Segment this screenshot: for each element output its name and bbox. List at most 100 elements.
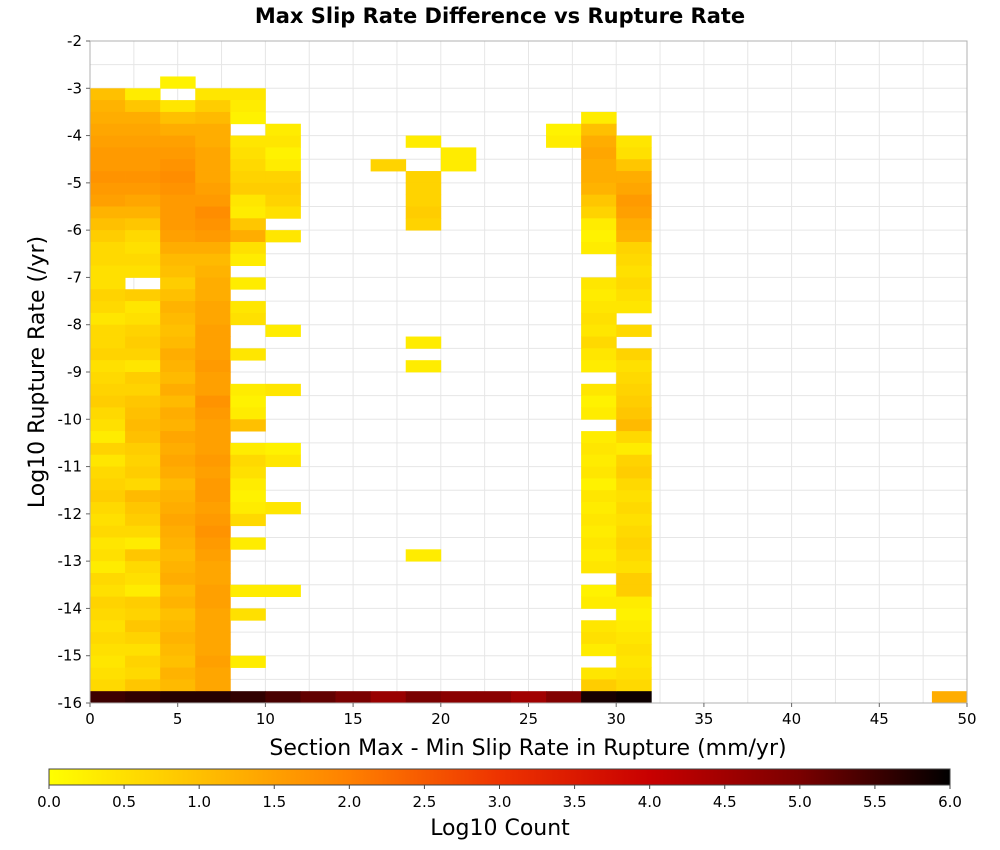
heatmap-cell [581, 478, 617, 491]
heatmap-cell [265, 691, 301, 704]
y-tick-label: -10 [58, 410, 83, 428]
heatmap-cell [90, 206, 126, 219]
heatmap-cell [160, 372, 196, 385]
heatmap-cell [195, 312, 231, 326]
heatmap-cell [581, 218, 617, 231]
heatmap-cell [90, 100, 126, 113]
heatmap-cell [581, 147, 617, 160]
heatmap-cell [616, 667, 652, 680]
heatmap-cell [160, 419, 196, 432]
heatmap-cell [265, 324, 301, 337]
heatmap-cell [230, 490, 266, 503]
heatmap-cell [90, 655, 126, 668]
heatmap-cell [616, 147, 652, 160]
heatmap-cell [90, 182, 126, 196]
heatmap-cell [616, 431, 652, 444]
heatmap-cell [195, 431, 231, 444]
heatmap-cell [581, 584, 617, 598]
heatmap-cell [160, 289, 196, 302]
heatmap-cell [125, 194, 161, 207]
heatmap-cell [230, 171, 266, 184]
y-axis-ticks: -2 -3 -4 -5 -6 -7 -8 -9 -10 -11 -12 -13 -14 -15 -16 [58, 32, 90, 712]
heatmap-cell [581, 537, 617, 550]
colorbar-tick-label: 3.5 [563, 793, 587, 811]
colorbar-tick-label: 5.0 [788, 793, 812, 811]
heatmap-cell [195, 632, 231, 645]
heatmap-cell [160, 395, 196, 408]
heatmap-cell [581, 549, 617, 562]
heatmap-cell [616, 679, 652, 692]
heatmap-cell [616, 383, 652, 397]
x-axis-title: Section Max - Min Slip Rate in Rupture (… [269, 736, 786, 761]
heatmap-cell [160, 490, 196, 503]
heatmap-cell [90, 360, 126, 373]
heatmap-cell [90, 336, 126, 349]
colorbar-tick-label: 3.0 [488, 793, 512, 811]
colorbar-tick-label: 0.5 [112, 793, 136, 811]
heatmap-cell [405, 691, 442, 704]
x-tick-label: 15 [344, 710, 363, 728]
heatmap-cell [195, 679, 231, 692]
heatmap-cell [405, 549, 442, 562]
heatmap-cell [581, 643, 617, 657]
heatmap-cell [265, 171, 301, 184]
heatmap-cell [125, 360, 161, 373]
heatmap-cell [90, 513, 126, 527]
heatmap-cell [581, 182, 617, 196]
heatmap-cell [616, 655, 652, 668]
heatmap-cell [230, 218, 266, 231]
heatmap-cell [195, 218, 231, 231]
heatmap-cell [90, 454, 126, 467]
heatmap-cell [125, 135, 161, 148]
heatmap-cell [230, 206, 266, 219]
heatmap-cell [230, 194, 266, 207]
heatmap-cell [195, 513, 231, 527]
heatmap-cell [616, 584, 652, 598]
heatmap-cell [195, 171, 231, 184]
heatmap-cell [616, 502, 652, 515]
heatmap-cell [581, 159, 617, 172]
colorbar-tick-label: 2.0 [337, 793, 361, 811]
heatmap-cell [125, 218, 161, 231]
heatmap-cell [405, 218, 442, 231]
heatmap-cell [125, 454, 161, 467]
heatmap-cell [616, 442, 652, 456]
heatmap-cell [125, 348, 161, 361]
heatmap-cell [90, 643, 126, 657]
heatmap-cell [581, 277, 617, 290]
heatmap-cell [160, 667, 196, 680]
heatmap-cell [90, 230, 126, 243]
heatmap-cell [510, 691, 547, 704]
heatmap-cell [195, 525, 231, 538]
y-tick-label: -15 [58, 647, 83, 665]
y-tick-label: -3 [67, 79, 82, 97]
heatmap-cell [125, 407, 161, 420]
heatmap-cell [616, 301, 652, 314]
heatmap-cell [230, 100, 266, 113]
heatmap-cell [125, 336, 161, 349]
heatmap-cell [90, 194, 126, 207]
heatmap-cell [546, 123, 582, 136]
heatmap-cell [160, 525, 196, 538]
heatmap-cell [195, 419, 231, 432]
heatmap-cell [616, 691, 652, 704]
heatmap-cell [90, 431, 126, 444]
heatmap-cell [160, 301, 196, 314]
heatmap-cell [160, 561, 196, 574]
heatmap-cell [581, 596, 617, 609]
x-tick-label: 35 [694, 710, 713, 728]
heatmap-cell [125, 230, 161, 243]
heatmap-cell [230, 478, 266, 491]
heatmap-cell [160, 632, 196, 645]
heatmap-cell [125, 643, 161, 657]
heatmap-cell [90, 395, 126, 408]
heatmap-cell [405, 182, 442, 196]
heatmap-cell [160, 643, 196, 657]
heatmap-cell [230, 584, 266, 598]
heatmap-cell [90, 478, 126, 491]
heatmap-cell [160, 312, 196, 326]
heatmap-cell [90, 171, 126, 184]
heatmap-cell [90, 88, 126, 101]
heatmap-cell [581, 431, 617, 444]
